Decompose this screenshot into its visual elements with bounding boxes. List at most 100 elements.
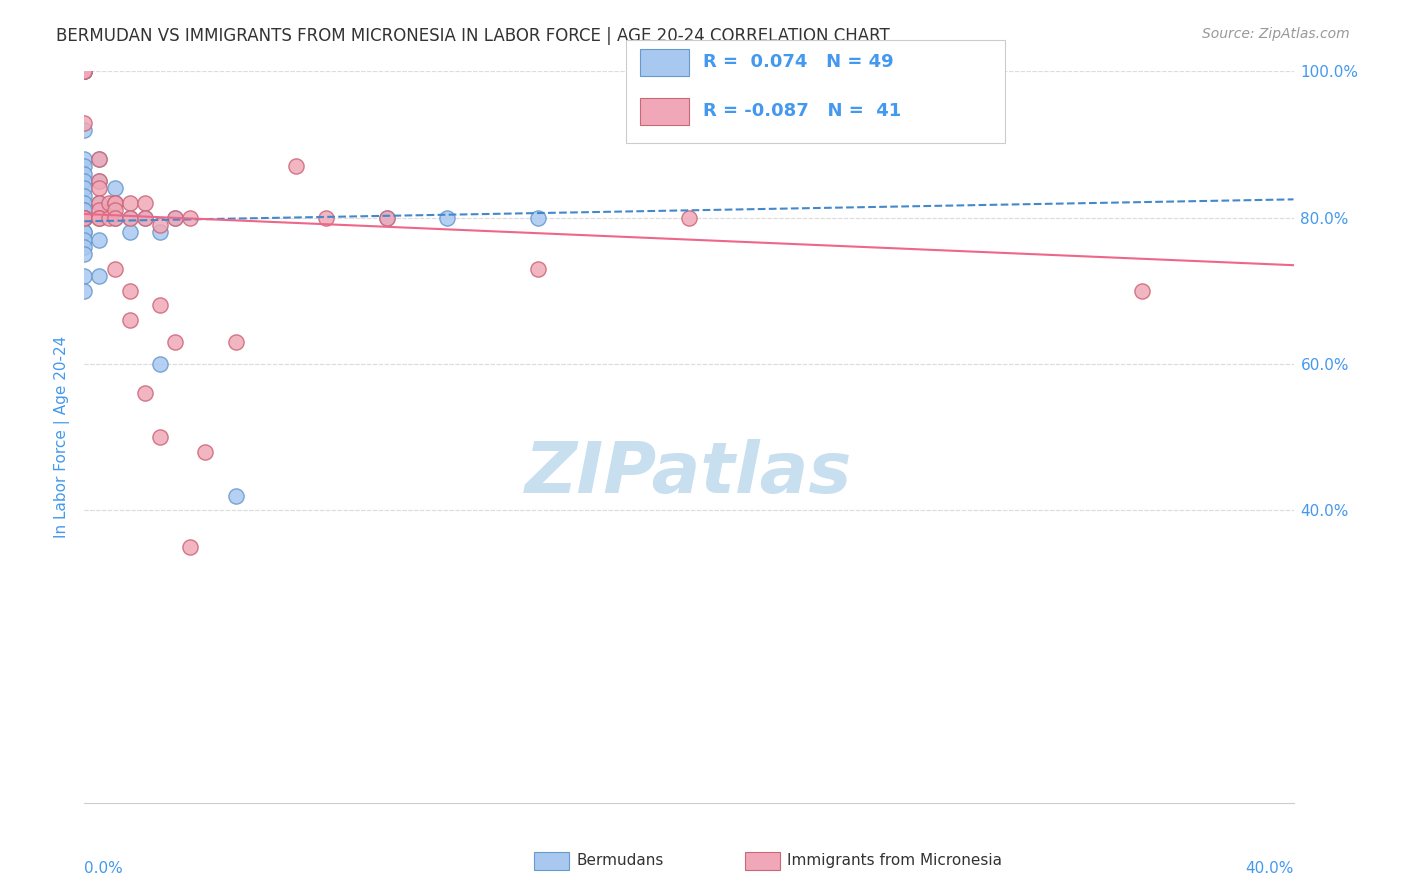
Point <box>134 211 156 225</box>
Point <box>89 211 111 225</box>
Point <box>179 540 201 554</box>
Point <box>104 203 127 218</box>
Point <box>73 64 96 78</box>
Point <box>73 225 96 239</box>
Point <box>73 123 96 137</box>
Point <box>104 211 127 225</box>
Point <box>73 211 96 225</box>
Point <box>118 313 141 327</box>
Point <box>104 261 127 276</box>
Text: R = -0.087   N =  41: R = -0.087 N = 41 <box>703 103 901 120</box>
Point <box>73 211 96 225</box>
Text: 0.0%: 0.0% <box>84 862 124 876</box>
Point <box>73 64 96 78</box>
Text: Immigrants from Micronesia: Immigrants from Micronesia <box>787 854 1002 868</box>
Point <box>73 64 96 78</box>
Point <box>165 334 187 349</box>
Point <box>97 211 120 225</box>
Point <box>73 269 96 284</box>
Point <box>89 203 111 218</box>
Point <box>73 64 96 78</box>
Point <box>73 203 96 218</box>
Point <box>527 211 550 225</box>
Point <box>149 357 172 371</box>
Point <box>134 196 156 211</box>
Point <box>73 284 96 298</box>
Point <box>225 489 247 503</box>
Point <box>73 211 96 225</box>
Point <box>89 174 111 188</box>
Point <box>73 64 96 78</box>
Point <box>194 444 217 458</box>
Point <box>89 196 111 211</box>
Point <box>179 211 201 225</box>
Point <box>149 218 172 232</box>
Point <box>134 386 156 401</box>
Text: 40.0%: 40.0% <box>1246 862 1294 876</box>
Point <box>118 211 141 225</box>
Point <box>104 196 127 211</box>
Point <box>89 233 111 247</box>
Point <box>285 160 308 174</box>
Point <box>73 247 96 261</box>
Point <box>89 181 111 195</box>
Point <box>89 196 111 211</box>
Point <box>73 211 96 225</box>
Point <box>118 284 141 298</box>
Text: BERMUDAN VS IMMIGRANTS FROM MICRONESIA IN LABOR FORCE | AGE 20-24 CORRELATION CH: BERMUDAN VS IMMIGRANTS FROM MICRONESIA I… <box>56 27 890 45</box>
Point <box>678 211 700 225</box>
Point <box>1130 284 1153 298</box>
Y-axis label: In Labor Force | Age 20-24: In Labor Force | Age 20-24 <box>55 336 70 538</box>
Point <box>73 211 96 225</box>
Point <box>73 240 96 254</box>
Point <box>134 211 156 225</box>
Point <box>89 269 111 284</box>
Point <box>149 298 172 312</box>
Point <box>73 203 96 218</box>
Point <box>375 211 398 225</box>
Text: Bermudans: Bermudans <box>576 854 664 868</box>
Point <box>73 196 96 211</box>
Point <box>165 211 187 225</box>
Point <box>89 211 111 225</box>
Point <box>89 174 111 188</box>
Point <box>375 211 398 225</box>
Point <box>97 196 120 211</box>
Point <box>149 225 172 239</box>
Point <box>89 152 111 166</box>
Point <box>149 430 172 444</box>
Point <box>104 181 127 195</box>
Point <box>315 211 337 225</box>
Text: Source: ZipAtlas.com: Source: ZipAtlas.com <box>1202 27 1350 41</box>
Point <box>118 211 141 225</box>
Point <box>89 211 111 225</box>
Point <box>73 64 96 78</box>
Text: R =  0.074   N = 49: R = 0.074 N = 49 <box>703 54 894 71</box>
Point <box>73 225 96 239</box>
Point <box>73 211 96 225</box>
Point <box>73 64 96 78</box>
Point <box>118 196 141 211</box>
Point <box>73 211 96 225</box>
Point <box>104 196 127 211</box>
Point <box>73 181 96 195</box>
Point <box>104 211 127 225</box>
Point <box>89 152 111 166</box>
Point <box>73 211 96 225</box>
Point <box>104 196 127 211</box>
Point <box>73 167 96 181</box>
Point <box>73 188 96 202</box>
Point <box>165 211 187 225</box>
Point <box>118 225 141 239</box>
Point <box>73 115 96 129</box>
Point <box>73 160 96 174</box>
Point <box>436 211 458 225</box>
Point <box>73 174 96 188</box>
Point <box>73 64 96 78</box>
Point <box>225 334 247 349</box>
Point <box>527 261 550 276</box>
Point <box>73 233 96 247</box>
Text: ZIPatlas: ZIPatlas <box>526 439 852 508</box>
Point <box>73 152 96 166</box>
Point <box>73 211 96 225</box>
